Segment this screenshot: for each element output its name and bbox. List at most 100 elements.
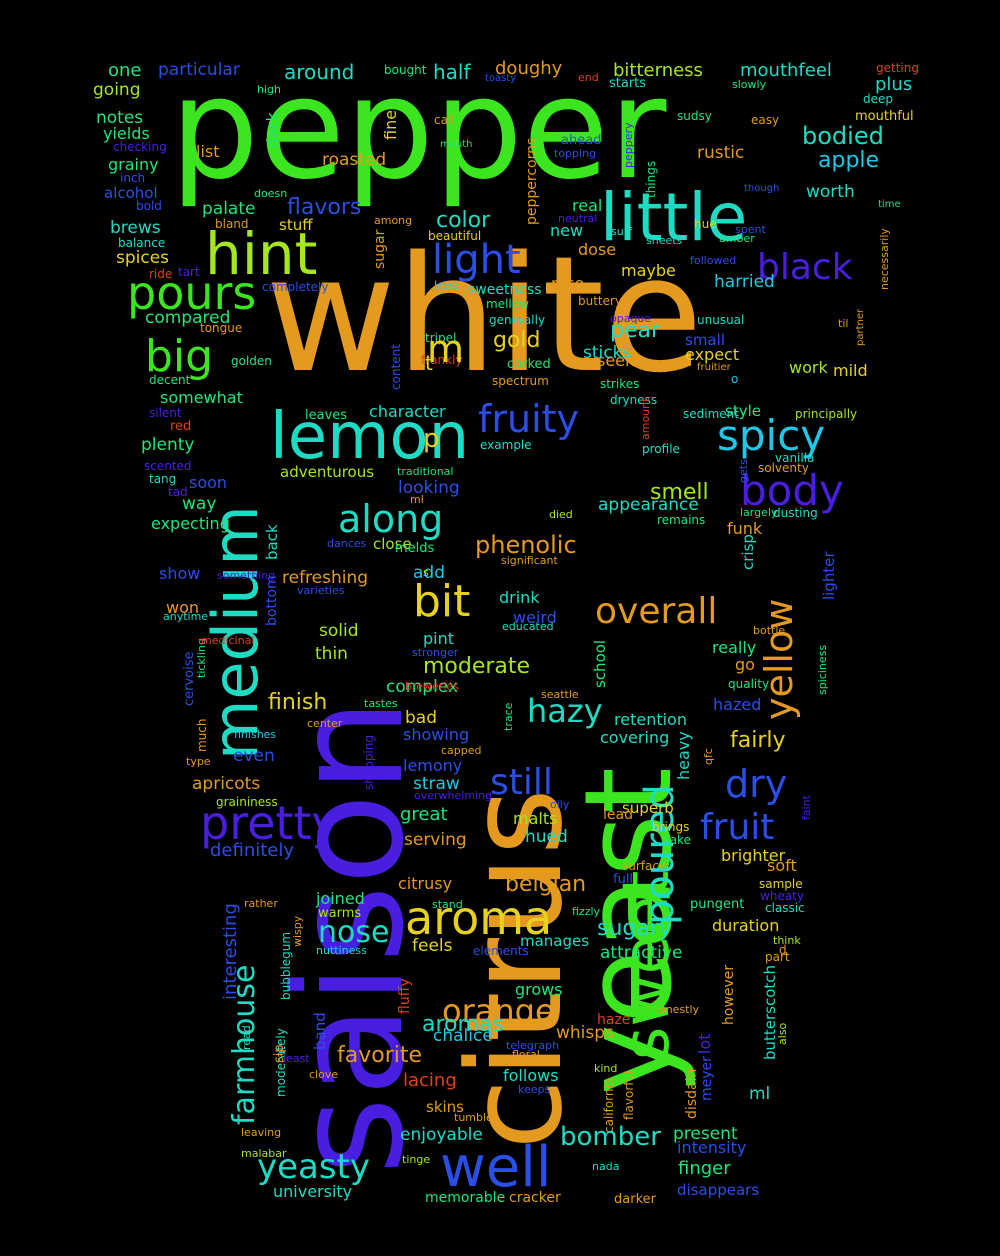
cloud-word: bland (215, 217, 249, 231)
cloud-word: belgian (505, 872, 587, 897)
cloud-word: end (578, 71, 599, 84)
cloud-word: enjoyable (400, 1125, 483, 1145)
cloud-word: take (665, 833, 691, 847)
cloud-word: whisps (556, 1023, 614, 1043)
cloud-word: apricots (192, 774, 261, 794)
cloud-word: type (186, 755, 211, 768)
cloud-word: definitely (210, 840, 295, 861)
cloud-word: even (233, 746, 275, 766)
cloud-word: skins (426, 1098, 464, 1116)
cloud-word: overall (595, 591, 718, 632)
cloud-word: profile (642, 442, 680, 456)
cloud-word: m (427, 327, 465, 371)
cloud-word: gold (493, 328, 541, 353)
cloud-word: spent (735, 223, 766, 236)
cloud-word: moderate (423, 654, 531, 679)
cloud-word: telegraph (506, 1039, 560, 1052)
cloud-word: somewhat (160, 388, 243, 407)
cloud-word: looking (398, 478, 460, 498)
cloud-word: ride (149, 267, 173, 281)
cloud-word: dryness (610, 393, 658, 407)
cloud-word: example (480, 438, 532, 452)
cloud-word: finishes (234, 728, 277, 741)
cloud-word: fruit (700, 807, 775, 848)
cloud-word: something (217, 569, 276, 582)
cloud-word: tinge (402, 1153, 431, 1166)
cloud-word: graininess (216, 795, 278, 809)
cloud-word: died (549, 508, 573, 521)
cloud-word: brews (110, 218, 161, 238)
cloud-word: breweries (405, 680, 459, 693)
cloud-word: unusual (697, 313, 745, 327)
cloud-word: nuttiness (316, 944, 367, 957)
cloud-word: much (195, 718, 209, 753)
cloud-word: rather (244, 897, 278, 910)
cloud-word: finish (268, 690, 328, 715)
cloud-word: heavy (674, 731, 693, 780)
cloud-word: cracker (509, 1190, 561, 1206)
cloud-word: trace (502, 702, 515, 731)
cloud-word: bit (413, 576, 471, 627)
cloud-word: shopping (362, 735, 376, 790)
cloud-word: tumbler (454, 1111, 498, 1124)
cloud-word: dry (725, 762, 788, 806)
cloud-word: color (436, 208, 491, 233)
cloud-word: work (789, 358, 828, 377)
cloud-word: malabar (241, 1147, 287, 1160)
cloud-word: flavorful (622, 1070, 636, 1120)
cloud-word: things (644, 160, 658, 198)
cloud-word: close (373, 535, 412, 553)
cloud-word: content (389, 344, 403, 390)
cloud-word: yeasty (257, 1147, 371, 1187)
cloud-word: traditional (397, 465, 454, 478)
cloud-word: melds (395, 541, 435, 556)
cloud-word: honestly (652, 1003, 700, 1016)
cloud-word: nice (551, 274, 585, 293)
cloud-word: capped (441, 744, 482, 757)
cloud-word: scented (144, 459, 192, 473)
cloud-word: worth (806, 182, 855, 202)
cloud-word: serving (404, 830, 467, 850)
cloud-word: black (757, 247, 853, 288)
cloud-word: meyer (699, 1056, 715, 1101)
cloud-word: checking (113, 140, 167, 154)
cloud-word: hue (694, 217, 717, 231)
cloud-word: dose (578, 240, 617, 259)
cloud-word: alcohol (104, 184, 158, 202)
cloud-word: tongue (200, 321, 243, 335)
cloud-word: brings (652, 820, 690, 834)
cloud-word: amber (719, 232, 755, 245)
cloud-word: beautiful (428, 229, 482, 243)
cloud-word: dances (327, 537, 367, 550)
cloud-word: along (338, 497, 444, 541)
cloud-word: haze (597, 1012, 631, 1028)
cloud-word: necessarily (878, 228, 891, 290)
cloud-word: go (735, 655, 755, 674)
cloud-word: straw (413, 774, 460, 794)
cloud-word: attractive (600, 943, 683, 963)
cloud-word: significant (501, 554, 558, 567)
cloud-word: least (283, 1052, 310, 1065)
cloud-word: doughy (495, 58, 563, 79)
cloud-word: t (425, 351, 433, 375)
cloud-word: fairly (730, 728, 786, 753)
cloud-word: qfc (702, 748, 715, 765)
cloud-word: neutral (558, 212, 598, 225)
cloud-word: lead (603, 807, 633, 823)
cloud-word: add (413, 563, 445, 583)
cloud-word: kind (594, 1062, 618, 1075)
cloud-word: oily (550, 798, 570, 811)
cloud-word: elements (473, 944, 529, 958)
cloud-word: list (196, 142, 220, 161)
cloud-word: pear (610, 318, 661, 343)
cloud-word: varieties (297, 584, 345, 597)
cloud-word: way (182, 494, 217, 514)
cloud-word: follows (503, 1066, 559, 1085)
cloud-word: small (685, 331, 725, 349)
cloud-word: sediment (683, 407, 739, 421)
cloud-word: spicy (717, 411, 826, 460)
cloud-word: corked (507, 357, 551, 372)
cloud-word: p (423, 424, 440, 454)
cloud-word: spices (116, 248, 170, 268)
